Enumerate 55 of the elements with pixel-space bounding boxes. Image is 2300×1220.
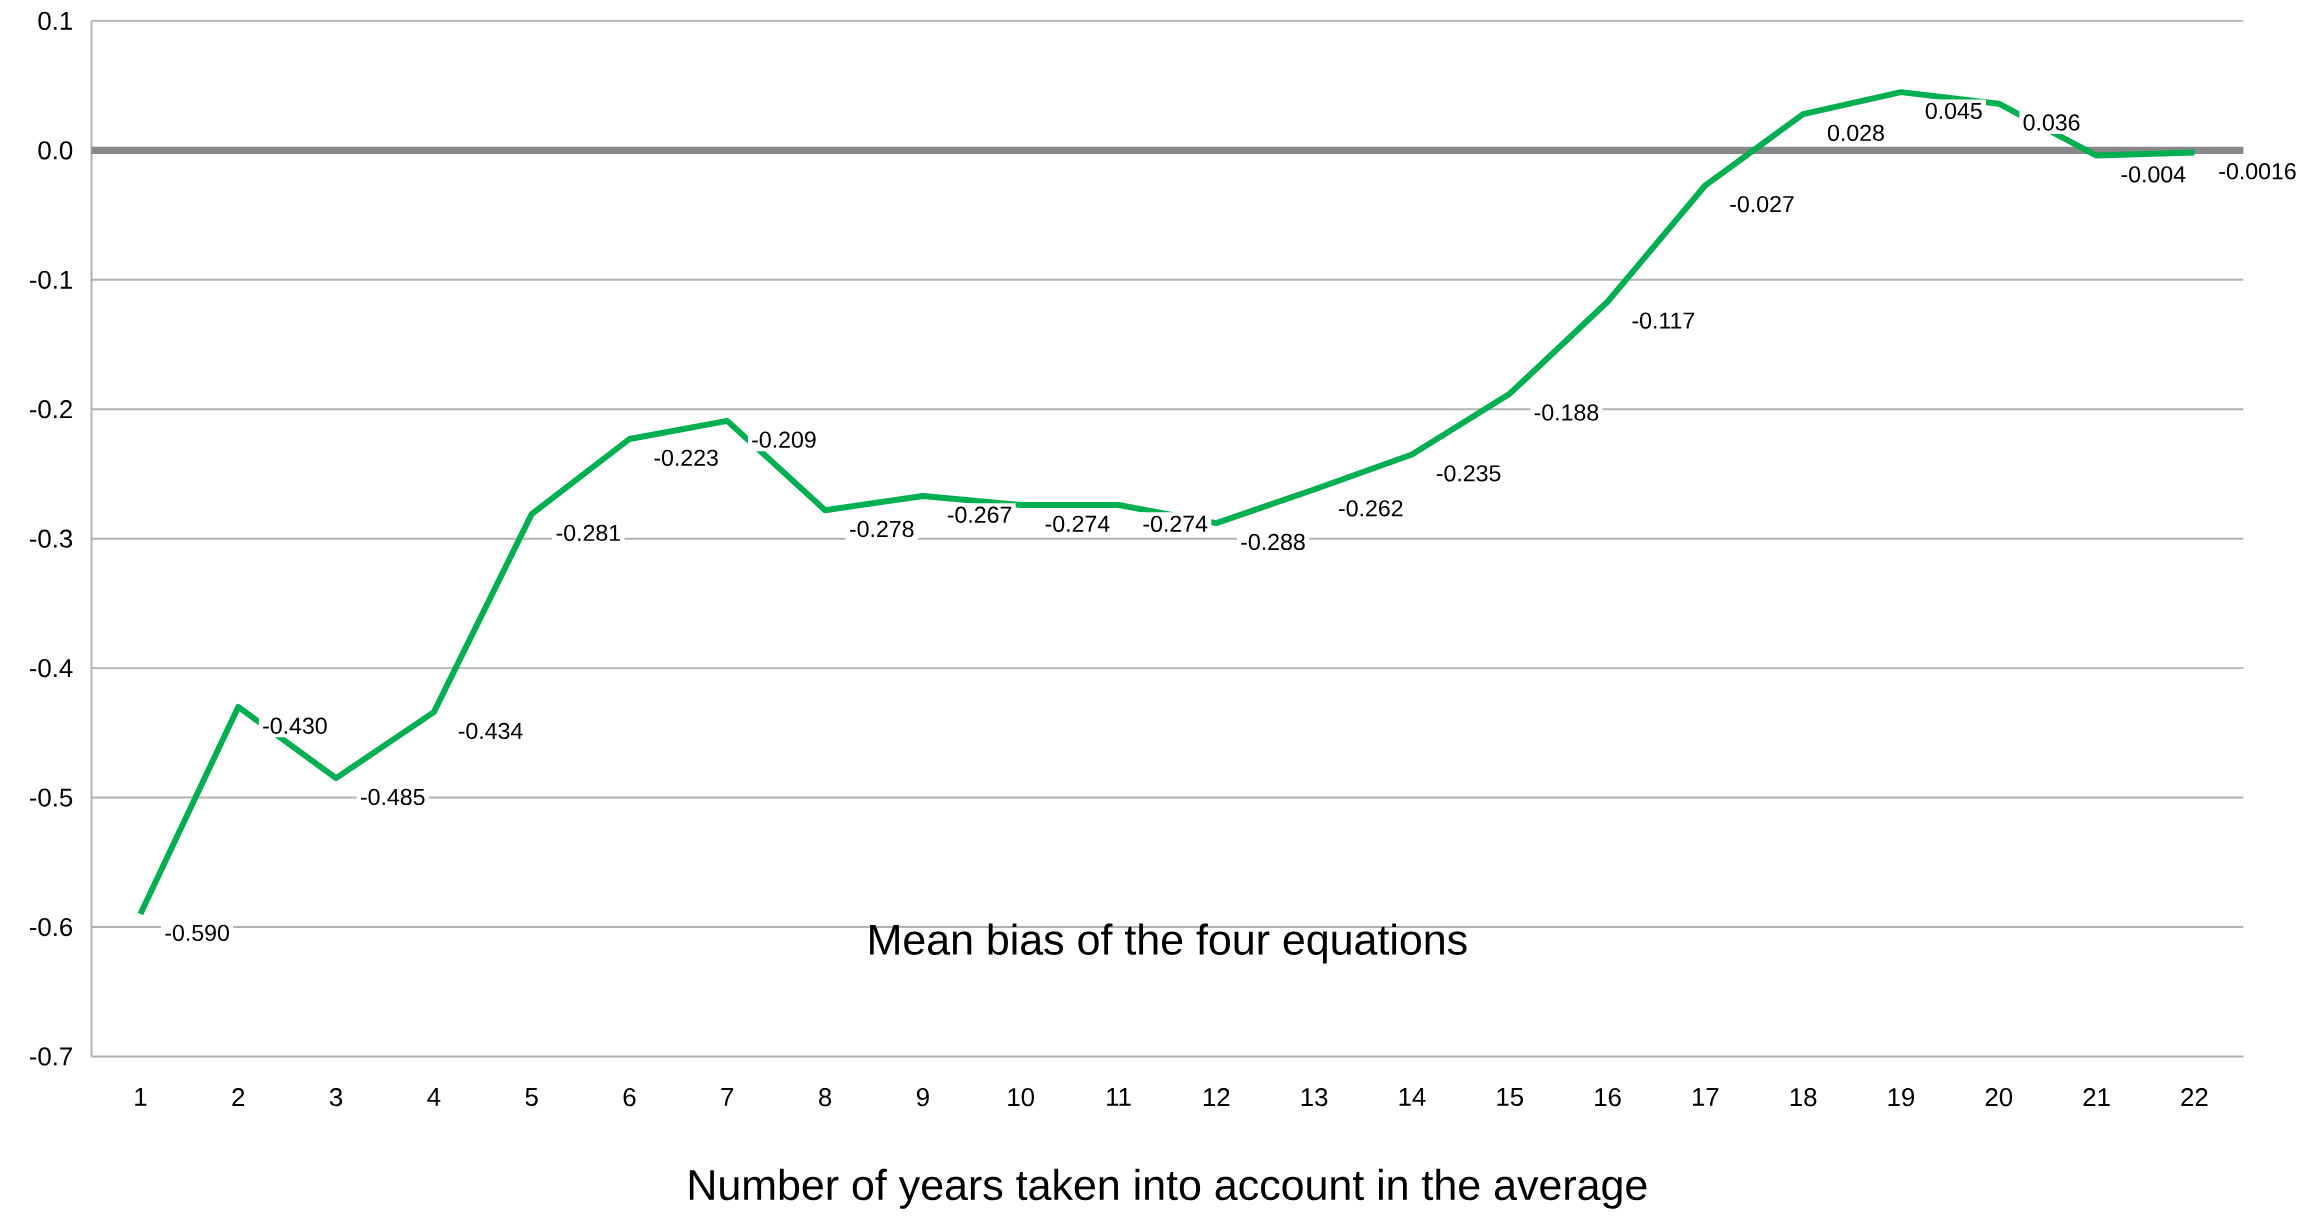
x-tick-label: 6 [623,1088,636,1107]
data-label: 0.028 [1827,124,1884,142]
data-label: -0.267 [947,506,1012,524]
y-tick-label: -0.1 [29,270,72,289]
data-label: 0.036 [2023,114,2080,131]
x-tick-label: 7 [721,1088,734,1106]
data-label: -0.485 [360,788,425,806]
data-label: -0.278 [850,520,914,538]
data-label: -0.274 [1045,515,1110,533]
data-label: -0.209 [752,431,816,448]
data-label: -0.274 [1143,515,1208,533]
x-tick-label: 11 [1107,1088,1131,1106]
data-label: -0.288 [1241,533,1305,551]
x-tick-label: 18 [1790,1088,1817,1107]
y-tick-label: -0.4 [29,659,73,678]
x-tick-label: 1 [135,1088,147,1106]
x-tick-label: 4 [427,1088,441,1106]
data-label: -0.434 [458,722,523,740]
text: Mean bias of the four equations [870,923,1467,964]
x-tick-label: 5 [525,1088,538,1107]
y-tick-label: 0.1 [38,11,72,31]
data-label: -0.590 [165,924,229,942]
x-tick-label: 10 [1008,1088,1035,1107]
data-label: -0.281 [556,524,620,542]
x-tick-label: 9 [916,1088,929,1107]
data-label: -0.027 [1730,196,1794,213]
x-tick-label: 14 [1399,1088,1426,1106]
data-label: -0.235 [1436,465,1501,482]
x-tick-label: 17 [1693,1088,1719,1106]
x-tick-label: 20 [1985,1088,2013,1107]
y-tick-label: -0.5 [29,788,73,807]
x-tick-label: 8 [819,1088,832,1107]
data-label: -0.430 [263,717,327,735]
data-label: -0.117 [1632,312,1695,329]
x-tick-label: 16 [1595,1088,1621,1107]
x-tick-label: 22 [2181,1088,2208,1107]
x-tick-label: 19 [1888,1088,1915,1107]
y-tick-label: 0.0 [38,141,73,160]
x-axis-title: Number of years taken into account in the average [689,1168,1647,1209]
y-tick-label: -0.3 [29,529,73,548]
data-label: -0.004 [2121,166,2186,183]
y-tick-label: -0.6 [29,918,73,937]
x-tick-label: 2 [232,1088,245,1107]
x-tick-label: 15 [1497,1088,1524,1107]
x-tick-label: 12 [1203,1088,1230,1107]
x-tick-label: 13 [1301,1088,1328,1107]
x-tick-label: 3 [329,1088,343,1107]
y-tick-label: -0.7 [29,1047,72,1066]
data-label: 0.045 [1925,102,1982,120]
data-label: -0.223 [654,449,718,467]
data-label: -0.262 [1339,500,1403,517]
data-label: -0.0016 [2219,163,2296,180]
data-label: -0.188 [1534,404,1599,421]
y-tick-label: -0.2 [29,400,72,419]
x-tick-label: 21 [2083,1088,2110,1107]
